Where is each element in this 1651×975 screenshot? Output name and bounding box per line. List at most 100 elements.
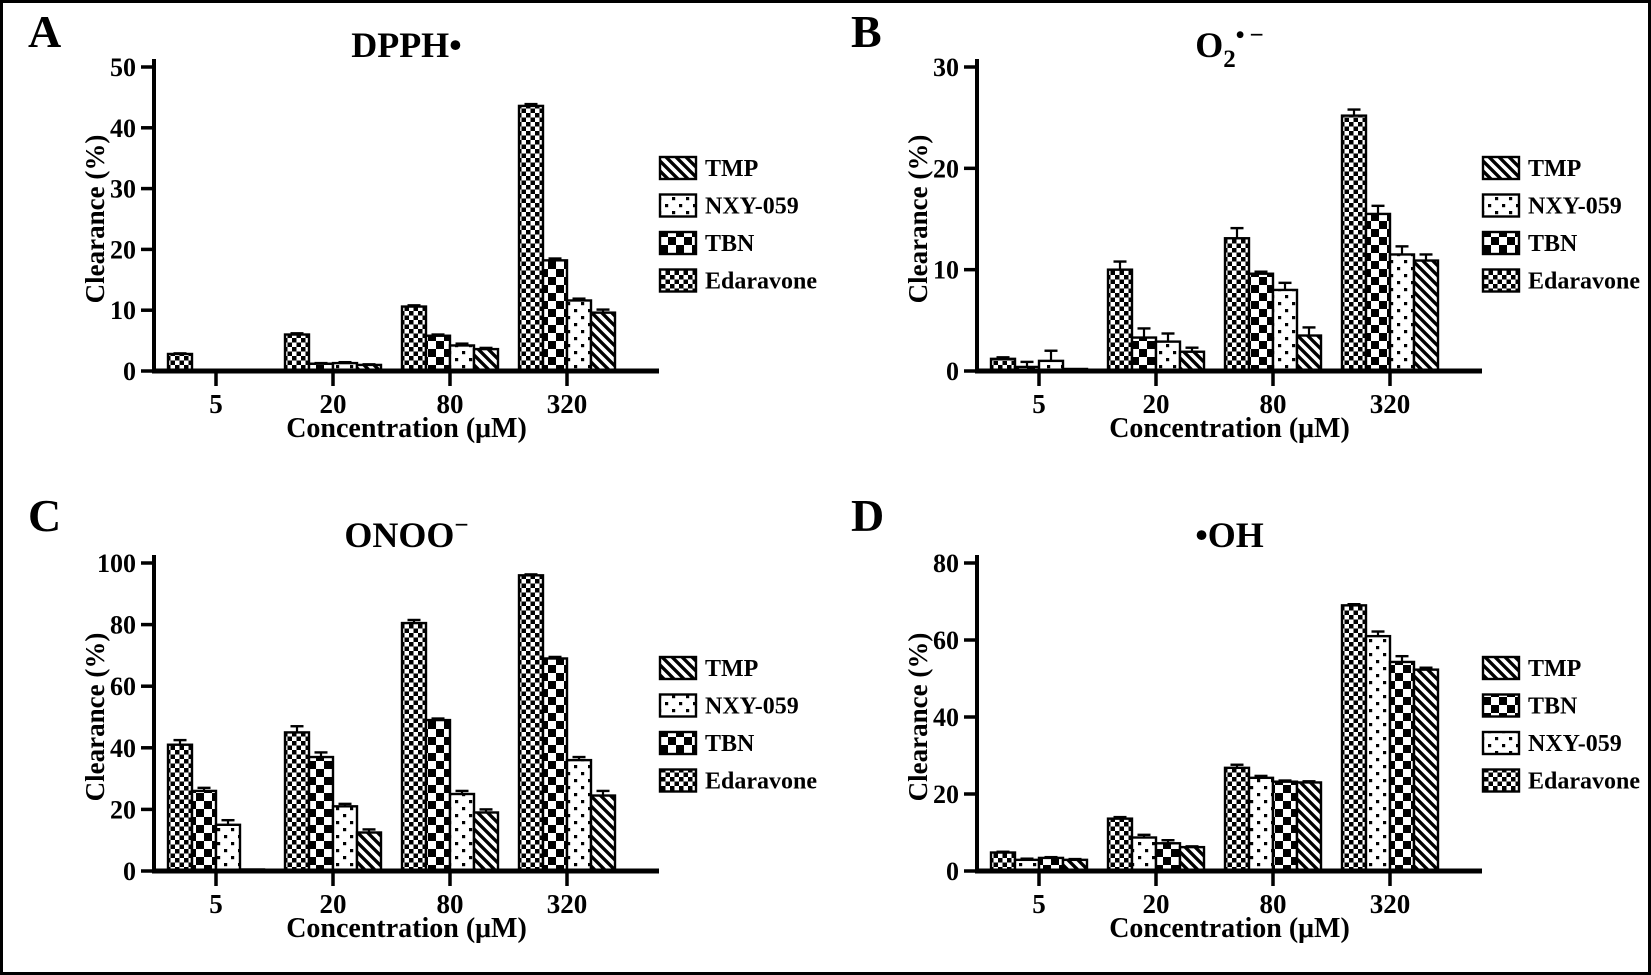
legend-item-NXY-059: NXY-059 bbox=[658, 193, 799, 220]
bar-TBN-320uM bbox=[541, 259, 569, 373]
bar-TBN-5uM bbox=[190, 789, 218, 873]
legend-swatch-diagonal-stripes bbox=[1481, 155, 1521, 181]
bar-Edaravone-5uM bbox=[989, 851, 1017, 873]
legend-item-TBN: TBN bbox=[1481, 230, 1578, 257]
legend-swatch-diagonal-stripes bbox=[1481, 655, 1521, 681]
chart-c-svg: 0 20 40 60 80 100 5 20 80 320 Concentration (μM) Cl… bbox=[80, 512, 817, 944]
legend-label: TMP bbox=[1528, 656, 1581, 682]
x-axis-title: Concentration (μM) bbox=[286, 413, 527, 444]
legend-label: TBN bbox=[705, 231, 755, 257]
legend-item-NXY-059: NXY-059 bbox=[1481, 193, 1622, 220]
bar-NXY-059-20uM bbox=[331, 805, 359, 873]
bar-TBN-80uM bbox=[1271, 780, 1299, 873]
y-tick-label: 10 bbox=[933, 256, 959, 285]
bar-NXY-059-80uM bbox=[1271, 288, 1299, 373]
bar-TBN-20uM bbox=[1154, 842, 1182, 873]
bar-Edaravone-80uM bbox=[1223, 766, 1251, 873]
bar-NXY-059-320uM bbox=[1364, 634, 1392, 873]
x-tick-label: 20 bbox=[1143, 889, 1170, 919]
y-tick-label: 0 bbox=[946, 357, 959, 386]
bar-Edaravone-20uM bbox=[1106, 268, 1134, 373]
y-tick-label: 40 bbox=[110, 114, 136, 143]
chart-panel-b: 0 10 20 30 5 20 80 320 Concentration (μM) Clearan… bbox=[827, 5, 1647, 487]
y-tick-label: 80 bbox=[933, 549, 959, 578]
panel-label-d: D bbox=[851, 490, 885, 541]
x-tick-label: 5 bbox=[1032, 389, 1046, 419]
bar-TBN-20uM bbox=[1130, 336, 1158, 373]
x-tick-label: 20 bbox=[320, 389, 347, 419]
bar-TMP-320uM bbox=[1412, 259, 1440, 373]
bar-TBN-80uM bbox=[424, 718, 452, 873]
x-tick-label: 320 bbox=[1370, 889, 1411, 919]
legend-item-TMP: TMP bbox=[658, 655, 758, 682]
x-tick-label: 80 bbox=[437, 889, 464, 919]
y-tick-label: 10 bbox=[110, 296, 136, 325]
legend-swatch-fine-checkerboard bbox=[658, 768, 698, 793]
legend-item-Edaravone: Edaravone bbox=[1481, 268, 1640, 295]
bar-Edaravone-80uM bbox=[400, 621, 428, 873]
chart-b-svg: 0 10 20 30 5 20 80 320 Concentration (μM) Clearan… bbox=[903, 22, 1640, 444]
bar-NXY-059-320uM bbox=[1388, 253, 1416, 373]
legend-item-Edaravone: Edaravone bbox=[1481, 768, 1640, 795]
legend-item-TBN: TBN bbox=[658, 730, 755, 757]
y-tick-label: 20 bbox=[933, 154, 959, 183]
chart-a-svg: 0 10 20 30 40 50 5 20 80 320 Concentration (μM) Cle… bbox=[80, 25, 817, 444]
y-tick-label: 0 bbox=[946, 857, 959, 886]
legend-item-TBN: TBN bbox=[1481, 693, 1578, 720]
x-tick-label: 320 bbox=[547, 889, 588, 919]
chart-title: DPPH• bbox=[351, 25, 462, 65]
bar-Edaravone-320uM bbox=[1340, 114, 1368, 373]
legend-swatch-sparse-dots bbox=[658, 693, 698, 718]
legend-label: TMP bbox=[1528, 156, 1581, 182]
legend-item-NXY-059: NXY-059 bbox=[658, 693, 799, 720]
legend-item-Edaravone: Edaravone bbox=[658, 268, 817, 295]
y-tick-label: 20 bbox=[933, 780, 959, 809]
legend-item-Edaravone: Edaravone bbox=[658, 768, 817, 795]
bar-TMP-80uM bbox=[472, 811, 500, 873]
bar-NXY-059-320uM bbox=[565, 299, 593, 373]
panel-label-b: B bbox=[851, 6, 882, 57]
bar-NXY-059-20uM bbox=[1130, 836, 1158, 873]
legend-item-TMP: TMP bbox=[658, 155, 758, 182]
bar-TMP-20uM bbox=[1178, 845, 1206, 873]
bar-Edaravone-20uM bbox=[283, 333, 311, 373]
bar-TMP-320uM bbox=[589, 311, 617, 373]
y-tick-label: 60 bbox=[933, 626, 959, 655]
legend-swatch-coarse-checkerboard bbox=[1481, 230, 1521, 256]
bar-Edaravone-20uM bbox=[1106, 817, 1134, 873]
bar-Edaravone-320uM bbox=[517, 574, 545, 873]
legend-label: NXY-059 bbox=[705, 694, 799, 720]
y-tick-label: 20 bbox=[110, 235, 136, 264]
x-tick-label: 20 bbox=[1143, 389, 1170, 419]
legend-swatch-fine-checkerboard bbox=[658, 268, 698, 293]
legend-swatch-sparse-dots bbox=[658, 193, 698, 218]
y-tick-label: 20 bbox=[110, 795, 136, 824]
bar-TMP-80uM bbox=[1295, 781, 1323, 873]
y-tick-label: 80 bbox=[110, 611, 136, 640]
y-tick-label: 100 bbox=[97, 549, 136, 578]
chart-title: O2• − bbox=[1195, 22, 1264, 73]
bar-TMP-20uM bbox=[355, 831, 383, 873]
legend-label: Edaravone bbox=[705, 269, 817, 295]
y-axis-title: Clearance (%) bbox=[903, 135, 933, 304]
bar-NXY-059-320uM bbox=[565, 758, 593, 873]
bar-Edaravone-5uM bbox=[166, 352, 194, 373]
bar-TMP-320uM bbox=[1412, 668, 1440, 873]
x-tick-label: 80 bbox=[1260, 889, 1287, 919]
chart-panel-d: 0 20 40 60 80 5 20 80 320 Concentration (μM) Clear… bbox=[827, 489, 1647, 972]
legend-label: Edaravone bbox=[705, 769, 817, 795]
legend-item-TBN: TBN bbox=[658, 230, 755, 257]
legend-swatch-coarse-checkerboard bbox=[658, 230, 698, 256]
legend-label: Edaravone bbox=[1528, 269, 1640, 295]
legend-swatch-fine-checkerboard bbox=[1481, 268, 1521, 293]
legend-item-TMP: TMP bbox=[1481, 655, 1581, 682]
legend-label: NXY-059 bbox=[1528, 194, 1622, 220]
legend-label: TBN bbox=[1528, 231, 1578, 257]
x-axis-title: Concentration (μM) bbox=[1109, 413, 1350, 444]
bar-Edaravone-320uM bbox=[517, 104, 545, 373]
bar-NXY-059-80uM bbox=[448, 344, 476, 373]
bar-Edaravone-80uM bbox=[1223, 237, 1251, 373]
legend-label: TBN bbox=[1528, 694, 1578, 720]
legend-label: Edaravone bbox=[1528, 769, 1640, 795]
